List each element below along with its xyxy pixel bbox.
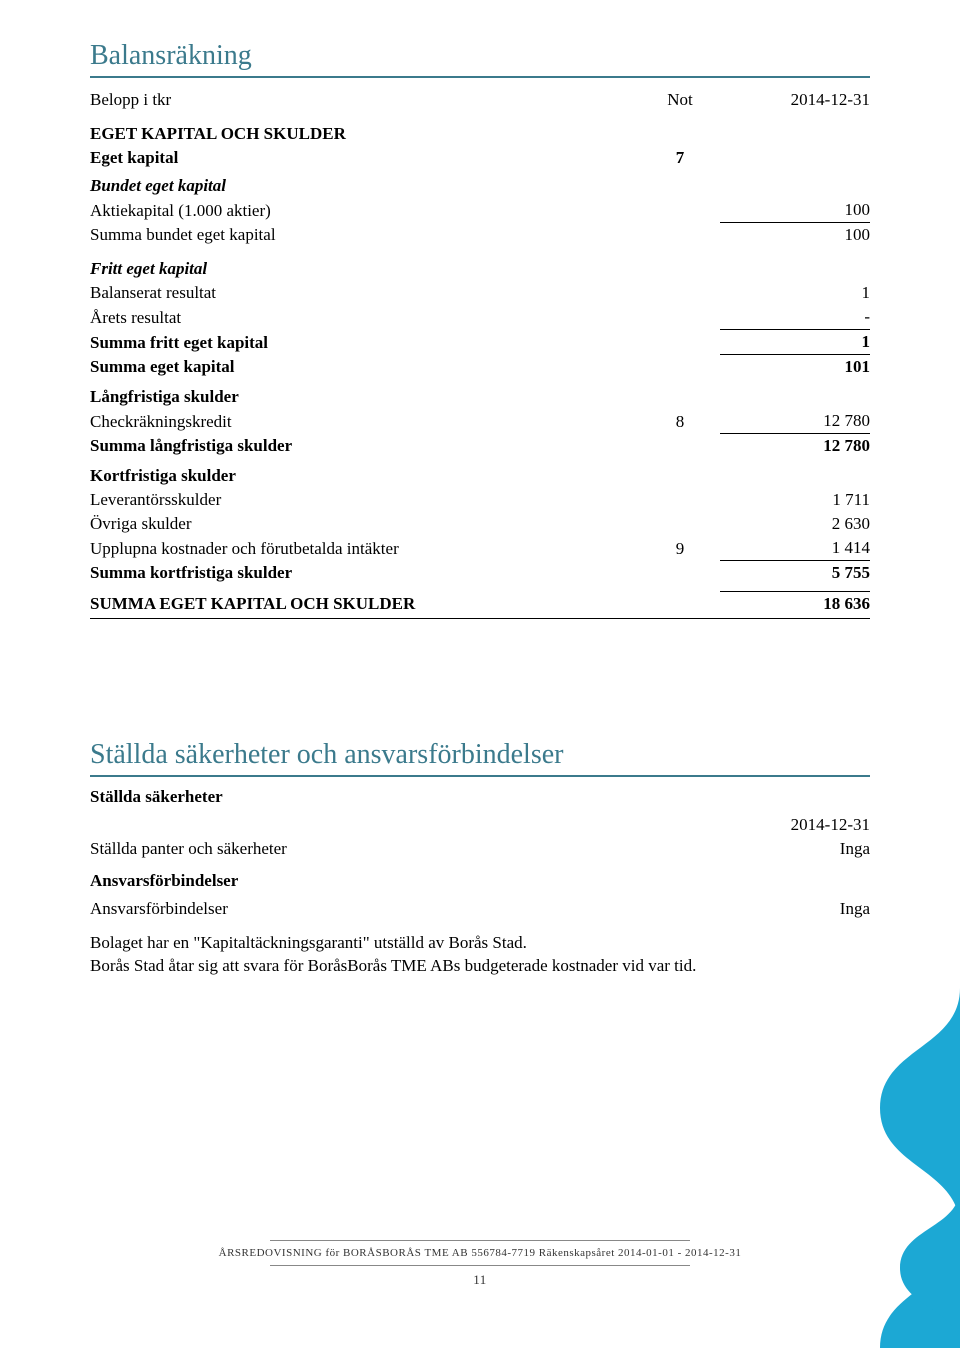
table-row: Långfristiga skulder bbox=[90, 385, 870, 409]
subhead-ansvar: Ansvarsförbindelser bbox=[90, 871, 870, 891]
table-row: Checkräkningskredit 8 12 780 bbox=[90, 409, 870, 434]
footer-divider bbox=[270, 1265, 690, 1266]
section-row: EGET KAPITAL OCH SKULDER bbox=[90, 116, 870, 146]
hdr-date: 2014-12-31 bbox=[720, 88, 870, 116]
table-row: Leverantörsskulder 1 711 bbox=[90, 488, 870, 512]
table-row: Summa eget kapital 101 bbox=[90, 355, 870, 380]
table-row: Bundet eget kapital bbox=[90, 170, 870, 198]
table-row: Årets resultat - bbox=[90, 305, 870, 330]
page-title-2: Ställda säkerheter och ansvarsförbindels… bbox=[90, 739, 870, 777]
table-row: Kortfristiga skulder bbox=[90, 464, 870, 488]
table-row: Summa långfristiga skulder 12 780 bbox=[90, 434, 870, 459]
footer-text: ÅRSREDOVISNING för BORÅSBORÅS TME AB 556… bbox=[0, 1247, 960, 1259]
table-row: Summa bundet eget kapital 100 bbox=[90, 223, 870, 248]
page-title-1: Balansräkning bbox=[90, 40, 870, 78]
page-number: 11 bbox=[0, 1272, 960, 1288]
date2: 2014-12-31 bbox=[791, 815, 870, 835]
decorative-curve bbox=[820, 948, 960, 1348]
footer-divider bbox=[270, 1240, 690, 1241]
table-header-row: Belopp i tkr Not 2014-12-31 bbox=[90, 88, 870, 116]
table-row: Eget kapital 7 bbox=[90, 146, 870, 170]
table-row: Ställda panter och säkerheter Inga bbox=[90, 837, 870, 861]
table-row: Ansvarsförbindelser Inga bbox=[90, 897, 870, 921]
paragraph: Bolaget har en "Kapitaltäckningsgaranti"… bbox=[90, 931, 870, 979]
table-row: Fritt eget kapital bbox=[90, 253, 870, 281]
page-footer: ÅRSREDOVISNING för BORÅSBORÅS TME AB 556… bbox=[0, 1234, 960, 1288]
table-row: Summa fritt eget kapital 1 bbox=[90, 330, 870, 355]
table-row: SUMMA EGET KAPITAL OCH SKULDER 18 636 bbox=[90, 591, 870, 618]
date-row: 2014-12-31 bbox=[90, 813, 870, 837]
table-row: Upplupna kostnader och förutbetalda intä… bbox=[90, 536, 870, 561]
hdr-label: Belopp i tkr bbox=[90, 88, 640, 116]
table-row: Aktiekapital (1.000 aktier) 100 bbox=[90, 198, 870, 223]
hdr-not: Not bbox=[640, 88, 720, 116]
balance-table: Belopp i tkr Not 2014-12-31 EGET KAPITAL… bbox=[90, 88, 870, 619]
table-row: Summa kortfristiga skulder 5 755 bbox=[90, 561, 870, 586]
table-row: Balanserat resultat 1 bbox=[90, 281, 870, 305]
table-row: Övriga skulder 2 630 bbox=[90, 512, 870, 536]
subhead-sakerheter: Ställda säkerheter bbox=[90, 787, 870, 807]
